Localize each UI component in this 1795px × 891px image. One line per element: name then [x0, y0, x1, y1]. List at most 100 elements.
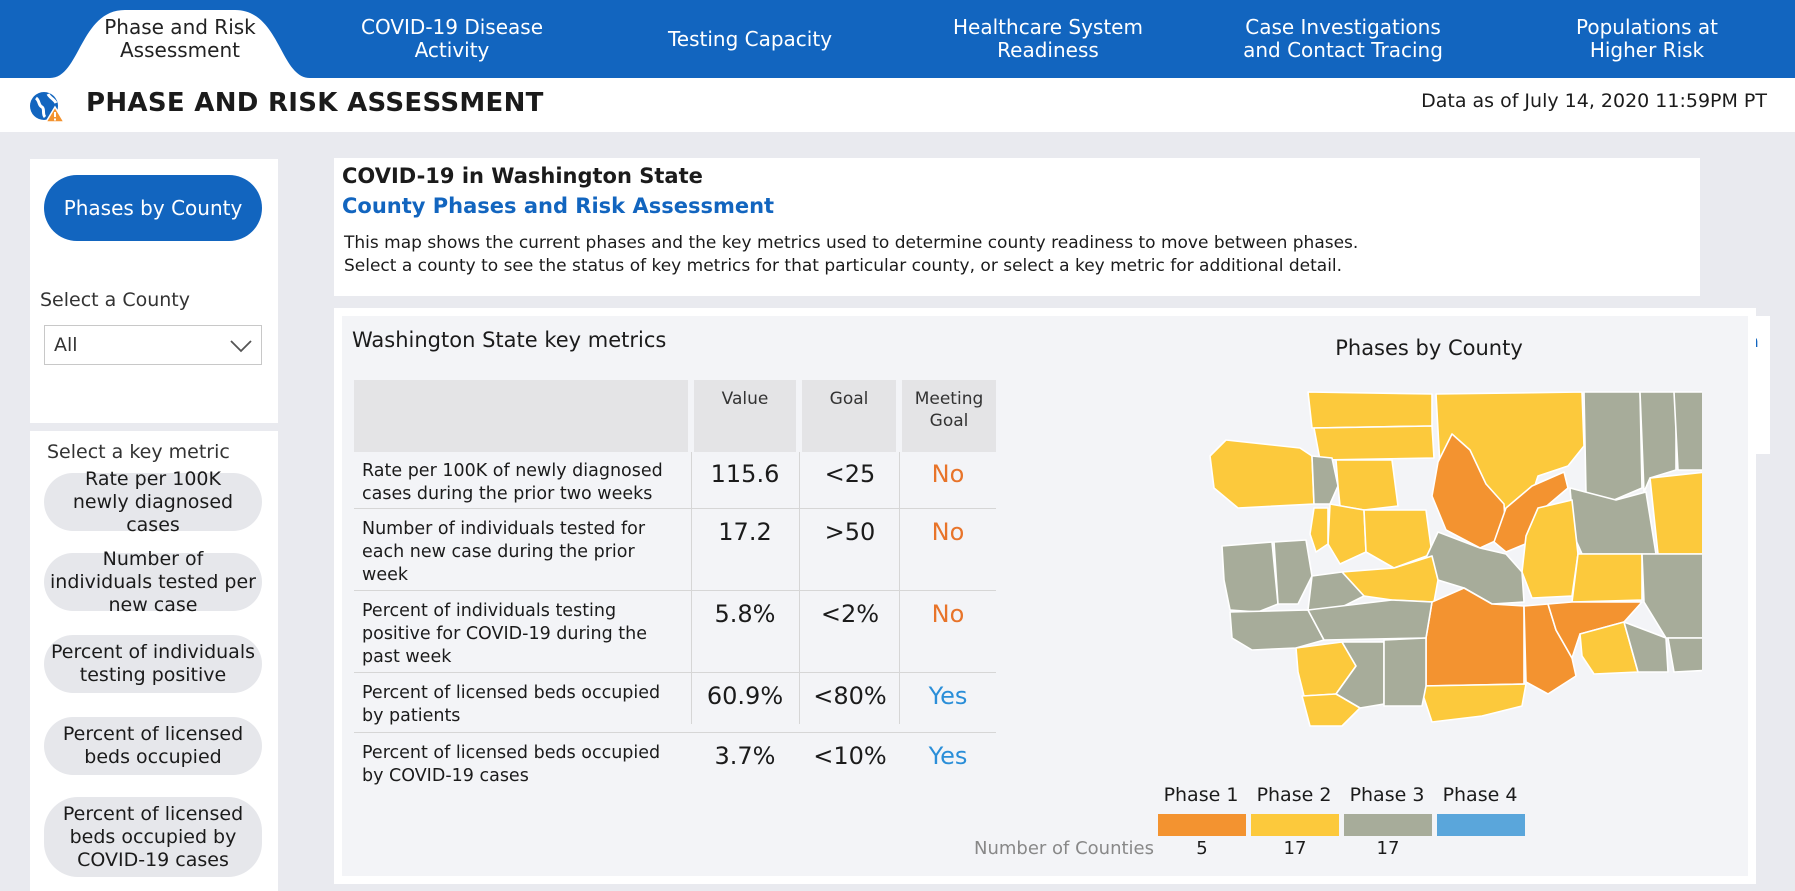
globe-warning-icon — [30, 92, 66, 123]
select-county-label: Select a County — [40, 289, 191, 311]
legend-label-phase-3: Phase 3 — [1349, 784, 1425, 806]
tab-populations-higher-risk[interactable]: Populations at Higher Risk — [1527, 0, 1767, 78]
info-line-1: This map shows the current phases and th… — [344, 233, 1359, 253]
metric-value: 5.8% — [714, 600, 776, 628]
tab-label: COVID-19 Disease Activity — [360, 15, 544, 62]
column-header-goal: Goal — [829, 389, 869, 409]
legend-swatch-phase-3[interactable] — [1344, 814, 1432, 836]
metric-description: Number of individuals tested for each ne… — [362, 519, 646, 585]
county-region — [1273, 539, 1313, 605]
county-region — [1419, 683, 1527, 723]
legend-swatch-phase-2[interactable] — [1251, 814, 1339, 836]
metric-description: Rate per 100K of newly diagnosed cases d… — [362, 461, 663, 504]
county-region — [1307, 391, 1433, 429]
page-title: PHASE AND RISK ASSESSMENT — [86, 88, 544, 118]
metric-button-beds-occupied[interactable]: Percent of licensed beds occupied — [44, 717, 262, 775]
county-region — [1307, 571, 1365, 613]
info-description: This map shows the current phases and th… — [344, 232, 1358, 278]
legend-swatch-phase-1[interactable] — [1158, 814, 1246, 836]
meeting-goal-status: Yes — [928, 682, 968, 710]
info-subheading: County Phases and Risk Assessment — [342, 194, 775, 218]
table-header-value-cell: Value — [694, 380, 796, 452]
tab-case-investigations[interactable]: Case Investigations and Contact Tracing — [1223, 0, 1463, 78]
key-metric-panel: Select a key metric Rate per 100K newly … — [30, 431, 278, 891]
tab-label: Testing Capacity — [667, 26, 833, 51]
metric-value: 60.9% — [706, 682, 784, 710]
column-header-meeting-goal: Meeting Goal — [914, 389, 984, 431]
washington-county-map[interactable] — [1102, 376, 1702, 776]
key-metrics-title: Washington State key metrics — [352, 328, 667, 352]
metric-description: Percent of individuals testing positive … — [362, 601, 648, 667]
metric-value: 3.7% — [714, 742, 776, 770]
tab-label: Phase and Risk Assessment — [104, 15, 256, 62]
county-region — [1641, 553, 1702, 639]
county-region — [1383, 637, 1427, 707]
meeting-goal-status: No — [931, 460, 965, 488]
column-divider — [899, 452, 900, 724]
county-region — [1667, 637, 1702, 673]
legend-count-phase-1: 5 — [1196, 838, 1208, 859]
data-as-of-timestamp: Data as of July 14, 2020 11:59PM PT — [1421, 90, 1767, 112]
legend-count-phase-3: 17 — [1376, 838, 1400, 859]
metric-button-beds-covid[interactable]: Percent of licensed beds occupied by COV… — [44, 797, 262, 877]
tab-label: Populations at Higher Risk — [1576, 15, 1718, 62]
map-title: Phases by County — [1335, 336, 1523, 360]
legend-label-phase-2: Phase 2 — [1256, 784, 1332, 806]
column-divider — [691, 452, 692, 724]
meeting-goal-status: No — [931, 600, 965, 628]
county-dropdown[interactable]: All — [44, 325, 262, 365]
county-region — [1311, 455, 1339, 505]
phases-by-county-button[interactable]: Phases by County — [44, 175, 262, 241]
county-region — [1673, 391, 1702, 471]
table-header-meeting-cell: Meeting Goal — [902, 380, 996, 452]
county-region — [1209, 439, 1315, 509]
county-region — [1301, 693, 1361, 727]
county-region — [1363, 509, 1433, 569]
metric-goal: <25 — [824, 460, 876, 488]
meeting-goal-status: Yes — [928, 742, 968, 770]
tab-label: Case Investigations and Contact Tracing — [1243, 15, 1443, 62]
county-filter-panel: Phases by County Select a County All — [30, 159, 278, 423]
tab-healthcare-system-readiness[interactable]: Healthcare System Readiness — [928, 0, 1168, 78]
metric-goal: >50 — [824, 518, 876, 546]
metric-value: 17.2 — [718, 518, 772, 546]
page-header: PHASE AND RISK ASSESSMENT Data as of Jul… — [0, 78, 1795, 132]
county-region — [1579, 621, 1639, 675]
tab-label: Healthcare System Readiness — [953, 15, 1143, 62]
metric-button-tested-per-case[interactable]: Number of individuals tested per new cas… — [44, 548, 262, 616]
metrics-inner: Washington State key metrics Value Goal … — [342, 316, 1748, 876]
metric-description: Percent of licensed beds occupied by pat… — [362, 683, 661, 726]
table-header-goal-cell: Goal — [802, 380, 896, 452]
metric-button-testing-positive[interactable]: Percent of individuals testing positive — [44, 635, 262, 693]
tab-phase-and-risk-assessment[interactable]: Phase and Risk Assessment — [60, 0, 300, 78]
metric-goal: <80% — [813, 682, 887, 710]
tab-testing-capacity[interactable]: Testing Capacity — [630, 0, 870, 78]
county-region — [1229, 609, 1325, 651]
county-region — [1583, 391, 1643, 501]
county-region — [1431, 433, 1507, 549]
info-heading: COVID-19 in Washington State — [342, 164, 703, 188]
row-divider — [354, 672, 996, 673]
county-region — [1521, 499, 1579, 599]
metric-value: 115.6 — [710, 460, 780, 488]
info-card: COVID-19 in Washington State County Phas… — [334, 158, 1770, 454]
tab-covid-disease-activity[interactable]: COVID-19 Disease Activity — [332, 0, 572, 78]
meeting-goal-status: No — [931, 518, 965, 546]
county-region — [1571, 553, 1643, 603]
metric-goal: <10% — [813, 742, 887, 770]
county-region — [1327, 503, 1367, 565]
county-region — [1221, 541, 1279, 613]
legend-swatch-phase-4[interactable] — [1437, 814, 1525, 836]
legend-label-phase-1: Phase 1 — [1163, 784, 1239, 806]
county-region — [1649, 471, 1702, 555]
legend-count-phase-2: 17 — [1283, 838, 1307, 859]
column-header-value: Value — [721, 389, 769, 409]
county-region — [1309, 507, 1329, 553]
county-region — [1313, 425, 1435, 461]
active-tab-shape — [50, 10, 310, 78]
metric-button-rate-per-100k[interactable]: Rate per 100K newly diagnosed cases — [44, 468, 262, 536]
number-of-counties-label: Number of Counties — [974, 838, 1155, 859]
left-sidebar: Phases by County Select a County All Sel… — [0, 132, 306, 891]
metric-description: Percent of licensed beds occupied by COV… — [362, 743, 661, 786]
county-region — [1623, 621, 1669, 673]
